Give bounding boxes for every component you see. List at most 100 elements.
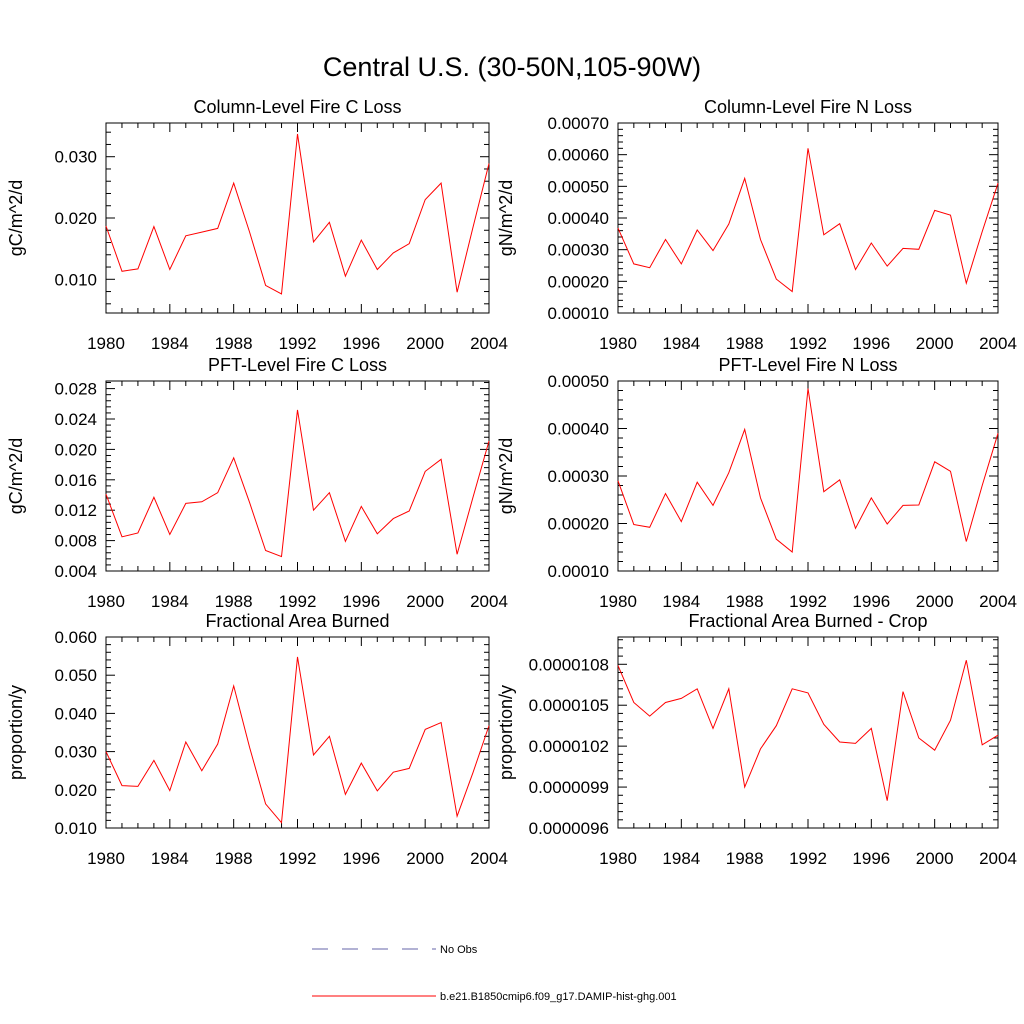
y-tick-label: 0.0000099 [529,778,609,797]
panels: 1980 1984 1988 1992 1996 2000 2004 0.010 0.020 0.… [6,97,1017,868]
plot-frame [617,636,999,829]
x-tick-label: 1980 [87,334,125,353]
y-axis-label: proportion/y [6,685,26,780]
x-tick-label: 1996 [342,592,380,611]
y-tick-label: 0.0000105 [529,696,609,715]
y-tick-label: 0.00010 [548,304,609,323]
x-tick-label: 1984 [662,592,700,611]
panel-title: Fractional Area Burned - Crop [688,611,927,631]
y-axis-label: gC/m^2/d [6,180,26,256]
y-tick-label: 0.00030 [548,467,609,486]
series-line-1 [105,409,490,558]
x-tick-label: 2004 [470,849,508,868]
y-tick-label: 0.00050 [548,372,609,391]
x-tick-label: 1996 [342,849,380,868]
y-tick-label: 0.008 [54,532,97,551]
y-tick-label: 0.050 [54,666,97,685]
x-tick-label: 1980 [599,592,637,611]
series-line-1 [105,133,490,295]
x-tick-label: 2004 [979,592,1017,611]
y-tick-label: 0.020 [54,209,97,228]
x-tick-label: 1980 [87,592,125,611]
x-tick-label: 2000 [406,849,444,868]
x-tick-label: 1980 [87,849,125,868]
x-tick-label: 1988 [215,334,253,353]
main-title: Central U.S. (30-50N,105-90W) [323,52,701,82]
panel-3: 1980 1984 1988 1992 1996 2000 2004 0.004 0.008 0.… [6,355,508,611]
panel-title: PFT-Level Fire C Loss [208,355,387,375]
x-tick-label: 1988 [726,592,764,611]
x-tick-label: 1988 [215,849,253,868]
x-tick-label: 2000 [916,334,954,353]
x-tick-label: 2004 [470,334,508,353]
x-tick-label: 1992 [279,849,317,868]
x-tick-label: 2000 [916,849,954,868]
x-tick-label: 2000 [916,592,954,611]
plot-frame [617,380,999,572]
x-tick-label: 1980 [599,849,637,868]
y-tick-label: 0.060 [54,628,97,647]
y-tick-label: 0.024 [54,410,97,429]
y-tick-label: 0.040 [54,704,97,723]
y-tick-label: 0.0000096 [529,819,609,838]
x-tick-label: 1992 [279,334,317,353]
panel-title: Column-Level Fire N Loss [704,97,912,117]
legend: No Obs b.e21.B1850cmip6.f09_g17.DAMIP-his… [312,944,677,1003]
series-line-1 [105,656,490,824]
x-tick-label: 1996 [342,334,380,353]
series-line-1 [617,148,999,293]
y-axis-label: gN/m^2/d [496,180,516,256]
panel-title: Fractional Area Burned [205,611,389,631]
y-tick-label: 0.010 [54,270,97,289]
x-tick-label: 1984 [662,849,700,868]
y-axis-label: gN/m^2/d [496,438,516,514]
panel-1: 1980 1984 1988 1992 1996 2000 2004 0.010 0.020 0.… [6,97,508,353]
y-tick-label: 0.004 [54,562,97,581]
x-tick-label: 2004 [470,592,508,611]
series-line-1 [617,660,999,801]
y-axis-label: gC/m^2/d [6,438,26,514]
panel-4: 1980 1984 1988 1992 1996 2000 2004 0.00010 0.000… [496,355,1017,611]
panel-6: 1980 1984 1988 1992 1996 2000 2004 0.0000096 0.0… [496,611,1017,868]
panel-2: 1980 1984 1988 1992 1996 2000 2004 0.00010 0.000… [496,97,1017,353]
y-tick-label: 0.028 [54,380,97,399]
y-tick-label: 0.0000108 [529,655,609,674]
x-tick-label: 1984 [151,849,189,868]
x-tick-label: 2004 [979,334,1017,353]
y-tick-label: 0.030 [54,148,97,167]
x-tick-label: 1996 [852,849,890,868]
panel-5: 1980 1984 1988 1992 1996 2000 2004 0.010 0.020 0.… [6,611,508,868]
y-tick-label: 0.00020 [548,272,609,291]
y-tick-label: 0.00040 [548,209,609,228]
x-tick-label: 1984 [151,334,189,353]
plot-frame [105,122,490,314]
y-tick-label: 0.030 [54,743,97,762]
x-tick-label: 2004 [979,849,1017,868]
y-tick-label: 0.00070 [548,114,609,133]
y-tick-label: 0.0000102 [529,737,609,756]
plot-frame [105,636,490,829]
y-tick-label: 0.00040 [548,420,609,439]
legend-label-2: b.e21.B1850cmip6.f09_g17.DAMIP-hist-ghg.… [440,991,677,1003]
y-tick-label: 0.00010 [548,562,609,581]
plot-frame [105,380,490,572]
x-tick-label: 1984 [662,334,700,353]
y-tick-label: 0.016 [54,471,97,490]
y-axis-label: proportion/y [496,685,516,780]
x-tick-label: 1996 [852,592,890,611]
x-tick-label: 1984 [151,592,189,611]
x-tick-label: 1996 [852,334,890,353]
x-tick-label: 1988 [215,592,253,611]
y-tick-label: 0.010 [54,819,97,838]
x-tick-label: 1988 [726,334,764,353]
y-tick-label: 0.020 [54,440,97,459]
panel-title: PFT-Level Fire N Loss [718,355,897,375]
y-tick-label: 0.012 [54,501,97,520]
y-tick-label: 0.020 [54,781,97,800]
panel-title: Column-Level Fire C Loss [193,97,401,117]
x-tick-label: 1992 [789,849,827,868]
x-tick-label: 1980 [599,334,637,353]
y-tick-label: 0.00050 [548,177,609,196]
x-tick-label: 1992 [279,592,317,611]
